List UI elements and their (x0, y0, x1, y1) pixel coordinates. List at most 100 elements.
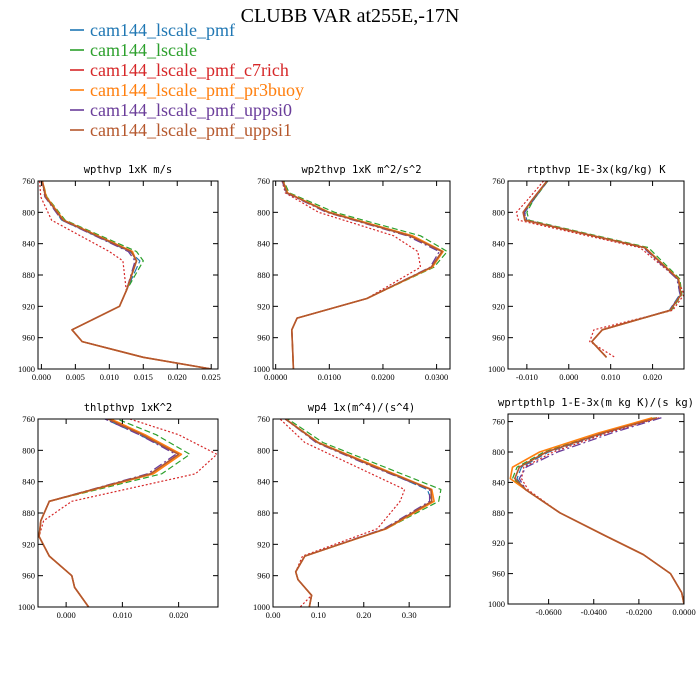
chart-panel: rtpthvp 1E-3x(kg/kg) K 760 800 840 880 920 960… (488, 164, 685, 382)
panel-title: wp4 1x(m^4)/(s^4) (308, 402, 415, 414)
series-line (279, 419, 406, 607)
plot-frame (272, 180, 451, 370)
y-tick-label: 920 (257, 539, 270, 549)
x-tick-label: 0.20 (356, 610, 371, 620)
y-tick-label: 920 (22, 539, 35, 549)
y-tick-label: 760 (22, 176, 35, 186)
series-line (282, 181, 443, 369)
series-line (41, 181, 212, 369)
series-line (518, 417, 684, 604)
chart-panel: thlpthvp 1xK^2 760 800 840 880 920 960 1000 0.00… (18, 402, 219, 620)
y-tick-label: 880 (257, 508, 270, 518)
y-tick-label: 840 (22, 239, 35, 249)
series-line (516, 417, 684, 604)
y-tick-label: 840 (257, 477, 270, 487)
series-line (509, 417, 684, 604)
legend-label: cam144_lscale_pmf_uppsi1 (90, 120, 292, 140)
x-tick-label: 0.0100 (318, 372, 341, 382)
panel-title: rtpthvp 1E-3x(kg/kg) K (526, 164, 666, 176)
y-tick-label: 840 (492, 477, 505, 487)
y-tick-label: 1000 (18, 602, 35, 612)
panels: wpthvp 1xK m/s 760 800 840 880 920 960 1000 0.00… (18, 164, 696, 620)
y-tick-label: 880 (22, 270, 35, 280)
y-tick-label: 880 (22, 508, 35, 518)
x-tick-label: 0.020 (168, 372, 187, 382)
x-tick-label: 0.000 (57, 610, 76, 620)
series-line (284, 419, 433, 607)
panel-title: wpthvp 1xK m/s (84, 164, 173, 176)
x-tick-label: 0.000 (32, 372, 51, 382)
y-tick-label: 960 (492, 333, 505, 343)
y-tick-label: 760 (257, 414, 270, 424)
series-line (515, 181, 684, 358)
plot-frame (507, 413, 685, 605)
plot-frame (272, 418, 451, 608)
series-line (41, 181, 212, 369)
series-line (526, 181, 683, 358)
x-tick-label: 0.0000 (672, 607, 695, 617)
series-line (39, 181, 212, 369)
plot-frame (37, 180, 219, 370)
y-tick-label: 920 (22, 301, 35, 311)
legend-label: cam144_lscale_pmf (90, 20, 235, 40)
y-tick-label: 960 (22, 571, 35, 581)
y-tick-label: 760 (492, 176, 505, 186)
x-tick-label: 0.10 (311, 610, 326, 620)
y-tick-label: 800 (257, 207, 270, 217)
chart-panel: wp4 1x(m^4)/(s^4)76080084088092096010000… (253, 402, 451, 620)
x-tick-label: 0.010 (113, 610, 132, 620)
x-tick-label: -0.0600 (536, 607, 562, 617)
y-tick-label: 1000 (488, 364, 505, 374)
legend-label: cam144_lscale_pmf_c7rich (90, 60, 289, 80)
x-tick-label: -0.0200 (626, 607, 652, 617)
y-tick-label: 760 (257, 176, 270, 186)
y-tick-label: 840 (22, 477, 35, 487)
panel-title: thlpthvp 1xK^2 (84, 402, 173, 414)
y-tick-label: 960 (257, 333, 270, 343)
x-tick-label: 0.015 (134, 372, 153, 382)
x-tick-label: -0.0400 (581, 607, 607, 617)
chart-panel: wprtpthlp 1-E-3x(m kg K)/(s kg) 760 800 840… (488, 397, 696, 617)
chart-panel: wp2thvp 1xK m^2/s^2 760 800 840 880 920 960 100… (253, 164, 451, 382)
panel-title: wp2thvp 1xK m^2/s^2 (301, 164, 421, 176)
x-tick-label: 0.020 (643, 372, 662, 382)
series-line (38, 419, 218, 607)
y-tick-label: 800 (22, 207, 35, 217)
series-line (284, 419, 431, 607)
legend-label: cam144_lscale_pmf_uppsi0 (90, 100, 292, 120)
legend: cam144_lscale_pmfcam144_lscalecam144_lsc… (70, 20, 304, 140)
series-line (38, 419, 177, 607)
legend-label: cam144_lscale (90, 40, 197, 60)
y-tick-label: 880 (492, 270, 505, 280)
series-line (281, 181, 422, 369)
series-line (284, 419, 433, 607)
series-line (38, 419, 191, 607)
x-tick-label: 0.00 (266, 610, 281, 620)
series-line (41, 181, 212, 369)
y-tick-label: 880 (257, 270, 270, 280)
x-tick-label: 0.0200 (371, 372, 394, 382)
x-tick-label: 0.000 (559, 372, 578, 382)
plot-frame (507, 180, 685, 370)
y-tick-label: 800 (492, 447, 505, 457)
series-line (281, 181, 440, 369)
y-tick-label: 920 (492, 301, 505, 311)
series-line (284, 419, 435, 607)
x-tick-label: 0.005 (66, 372, 85, 382)
x-tick-label: 0.30 (402, 610, 417, 620)
y-tick-label: 880 (492, 508, 505, 518)
series-line (522, 181, 682, 358)
y-tick-label: 840 (492, 239, 505, 249)
series-line (41, 181, 212, 369)
x-tick-label: 0.010 (601, 372, 620, 382)
x-tick-label: -0.010 (516, 372, 538, 382)
y-tick-label: 1000 (488, 599, 505, 609)
y-tick-label: 960 (22, 333, 35, 343)
series-line (513, 417, 684, 604)
y-tick-label: 1000 (253, 364, 270, 374)
chart-panel: wpthvp 1xK m/s76080084088092096010000.00… (18, 164, 221, 382)
figure-title: CLUBB VAR at255E,-17N (241, 5, 460, 27)
y-tick-label: 840 (257, 239, 270, 249)
y-tick-label: 800 (257, 445, 270, 455)
legend-label: cam144_lscale_pmf_pr3buoy (90, 80, 304, 100)
